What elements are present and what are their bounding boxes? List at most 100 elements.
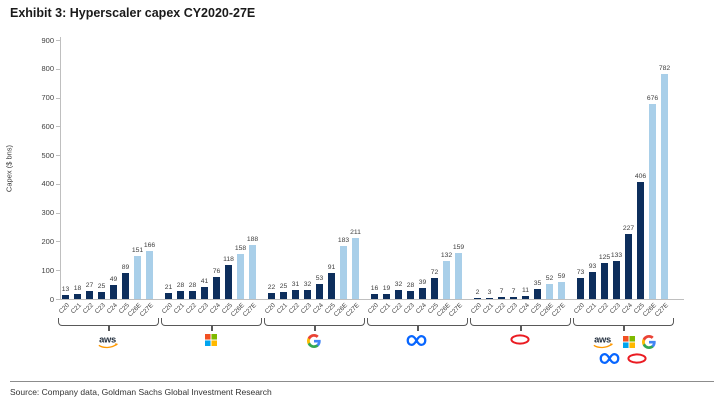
bar-microsoft-C23 [201, 287, 208, 299]
bracket-center-tick [622, 325, 625, 331]
aws-logo: aws [589, 334, 616, 350]
group-logos-google [260, 334, 367, 348]
bar-group-google: 22 C20 25 C21 31 C22 32 C23 53 C24 91 C25 183 C26E 211… [263, 40, 361, 318]
bracket-center-tick [210, 325, 213, 331]
bar-value-label: 183 [337, 237, 350, 244]
bar-value-label: 21 [164, 284, 173, 291]
bar-value-label: 3 [487, 289, 492, 296]
bar-meta-C24 [419, 288, 426, 299]
logo-row: aws [94, 334, 121, 350]
bar-aws-C27E [146, 251, 153, 299]
bar-value-label: 49 [109, 276, 118, 283]
bracket-center-tick [416, 325, 419, 331]
microsoft-logo [623, 336, 635, 348]
y-tick-label: 500 [41, 150, 54, 160]
y-tick-mark [56, 126, 60, 128]
bar-microsoft-C27E [249, 245, 256, 299]
bar-value-label: 132 [440, 252, 453, 259]
svg-text:aws: aws [594, 335, 611, 345]
bar-total-C24 [625, 234, 632, 299]
y-tick-label: 700 [41, 93, 54, 103]
aws-logo: aws [94, 334, 121, 350]
group-logos-microsoft [157, 334, 264, 346]
group-bracket-microsoft [161, 318, 262, 331]
bar-aws-C24 [110, 285, 117, 299]
bar-value-label: 159 [452, 244, 465, 251]
oracle-logo [626, 353, 647, 364]
bar-total-C22 [601, 263, 608, 299]
bar-value-label: 89 [121, 264, 130, 271]
bar-value-label: 93 [588, 263, 597, 270]
y-tick-mark [56, 270, 60, 272]
bar-value-label: 28 [188, 282, 197, 289]
group-bracket-aws [58, 318, 159, 331]
bar-value-label: 7 [511, 288, 516, 295]
bar-oracle-C25 [534, 289, 541, 299]
logo-row [406, 334, 427, 347]
y-tick-mark [56, 68, 60, 70]
x-axis-baseline [60, 299, 684, 300]
bar-aws-C25 [122, 273, 129, 299]
bar-google-C23 [304, 290, 311, 299]
bar-oracle-C21 [486, 298, 493, 299]
logo-row [599, 352, 647, 365]
group-logos-meta [363, 334, 470, 347]
bracket-center-tick [519, 325, 522, 331]
bracket-center-tick [107, 325, 110, 331]
group-logos-total: aws [569, 334, 676, 365]
logo-row: aws [589, 334, 656, 350]
group-bracket-meta [367, 318, 468, 331]
group-bracket-total [573, 318, 674, 331]
y-tick-label: 800 [41, 64, 54, 74]
bar-aws-C23 [98, 292, 105, 299]
y-tick-label: 900 [41, 35, 54, 45]
bar-value-label: 31 [291, 281, 300, 288]
microsoft-logo [204, 334, 217, 346]
bar-value-label: 676 [646, 95, 659, 102]
bar-value-label: 211 [350, 229, 361, 236]
y-axis-title: Capex ($ bns) [4, 144, 14, 193]
bar-value-label: 18 [73, 285, 82, 292]
bar-group-oracle: 2 C20 3 C21 7 C22 7 C23 11 C24 35 C25 52 C26E 59 C27E [469, 40, 566, 318]
bar-value-label: 39 [418, 279, 427, 286]
bar-total-C20 [577, 278, 584, 299]
bar-google-C25 [328, 273, 335, 299]
group-bracket-oracle [470, 318, 571, 331]
bar-value-label: 52 [545, 275, 554, 282]
bar-value-label: 11 [521, 287, 530, 294]
y-tick-label: 200 [41, 236, 54, 246]
bar-value-label: 28 [176, 282, 185, 289]
bar-google-C21 [280, 292, 287, 299]
y-tick-label: 0 [49, 294, 54, 304]
group-logos-oracle [466, 334, 573, 345]
bar-microsoft-C20 [165, 293, 172, 299]
y-tick-mark [56, 241, 60, 243]
bar-value-label: 76 [212, 268, 221, 275]
svg-text:aws: aws [99, 335, 116, 345]
bar-microsoft-C25 [225, 265, 232, 299]
bar-value-label: 166 [143, 242, 156, 249]
bar-aws-C26E [134, 256, 141, 299]
bar-meta-C27E [455, 253, 462, 299]
bar-value-label: 118 [223, 256, 234, 263]
group-bracket-google [264, 318, 365, 331]
bar-value-label: 25 [97, 283, 106, 290]
bar-oracle-C27E [558, 282, 565, 299]
bar-value-label: 782 [658, 65, 671, 72]
bar-value-label: 133 [610, 252, 623, 259]
bar-value-label: 158 [234, 245, 247, 252]
bar-google-C26E [340, 246, 347, 299]
bar-microsoft-C26E [237, 254, 244, 299]
y-tick-label: 300 [41, 208, 54, 218]
y-tick-mark [56, 97, 60, 99]
bar-meta-C20 [371, 294, 378, 299]
bar-value-label: 41 [200, 278, 209, 285]
bar-value-label: 73 [576, 269, 585, 276]
bar-total-C27E [661, 74, 668, 299]
bar-aws-C21 [74, 294, 81, 299]
page-title: Exhibit 3: Hyperscaler capex CY2020-27E [10, 6, 256, 20]
bar-oracle-C23 [510, 297, 517, 299]
oracle-logo [509, 334, 530, 345]
bar-value-label: 25 [279, 283, 288, 290]
